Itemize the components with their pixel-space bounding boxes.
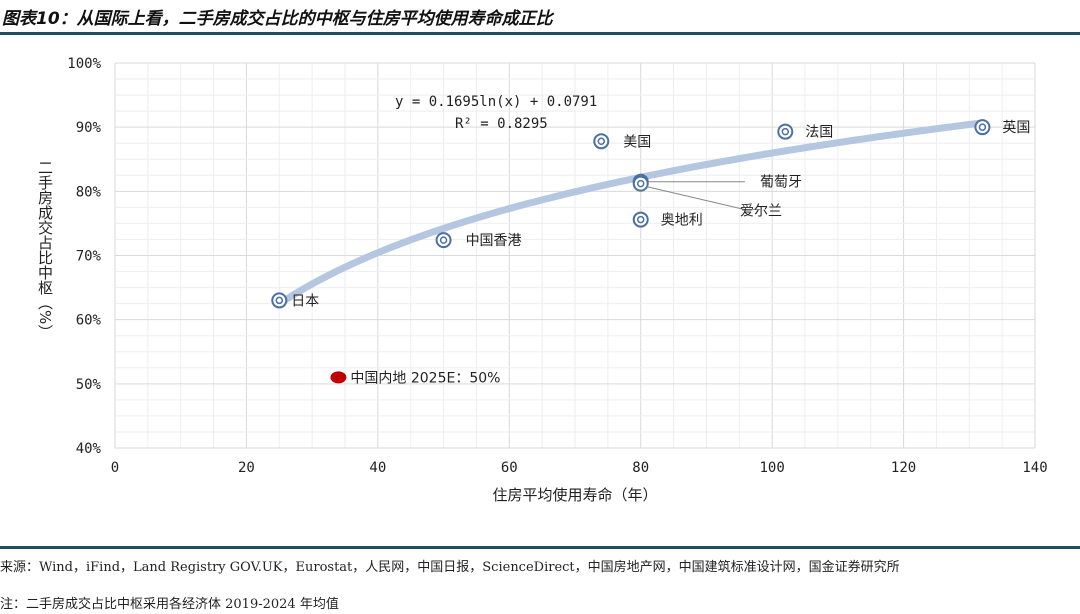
x-tick-label: 100 [759, 460, 784, 476]
y-tick-label: 80% [76, 184, 102, 200]
y-tick-label: 100% [67, 56, 101, 72]
y-tick-label: 90% [76, 120, 102, 136]
y-axis-label: 二手房成交占比中枢（%） [36, 160, 54, 339]
title-rule [0, 32, 1080, 35]
data-point-inner [439, 236, 448, 244]
scatter-chart: 0 20 40 60 80 100 120 140 40% 50% 60% 70% 80% 90% 100%… [36, 56, 1048, 504]
x-tick-label: 20 [238, 460, 255, 476]
data-point-inner [636, 179, 645, 188]
x-axis-label: 住房平均使用寿命（年） [492, 486, 657, 504]
point-label: 奥地利 [661, 212, 703, 229]
figure-title: 图表10：从国际上看，二手房成交占比的中枢与住房平均使用寿命成正比 [2, 9, 553, 29]
data-point-inner [978, 123, 987, 131]
y-tick-label: 40% [76, 441, 102, 457]
point-label: 美国 [623, 134, 651, 150]
point-label: 爱尔兰 [740, 204, 782, 220]
note-text: 注：二手房成交占比中枢采用各经济体 2019-2024 年均值 [0, 597, 339, 612]
y-tick-label: 60% [76, 313, 102, 329]
point-label: 法国 [805, 125, 833, 141]
x-tick-label: 60 [501, 460, 518, 476]
data-point-inner [781, 127, 790, 136]
x-tick-label: 40 [369, 460, 386, 476]
x-tick-label: 80 [632, 460, 649, 476]
point-label: 日本 [291, 293, 319, 309]
data-point-inner [275, 296, 284, 305]
x-tick-label: 0 [111, 460, 119, 476]
data-point-inner [597, 137, 606, 146]
point-label: 英国 [1002, 119, 1030, 136]
y-tick-label: 70% [76, 249, 102, 265]
x-tick-label: 120 [891, 460, 916, 476]
trendline-r2: R² = 0.8295 [455, 116, 548, 132]
trendline [275, 119, 986, 308]
x-tick-label: 140 [1022, 460, 1047, 476]
highlight-label: 中国内地 2025E：50% [350, 370, 500, 386]
y-tick-label: 50% [76, 377, 102, 393]
data-point-inner [636, 215, 645, 224]
leader-line [646, 186, 760, 211]
source-text: 来源：Wind，iFind，Land Registry GOV.UK，Euros… [0, 560, 900, 575]
point-label: 中国香港 [466, 233, 522, 249]
footer-rule [0, 546, 1080, 549]
highlight-point [330, 371, 347, 384]
trendline-equation: y = 0.1695ln(x) + 0.0791 [395, 94, 597, 110]
point-label: 葡萄牙 [760, 175, 802, 191]
